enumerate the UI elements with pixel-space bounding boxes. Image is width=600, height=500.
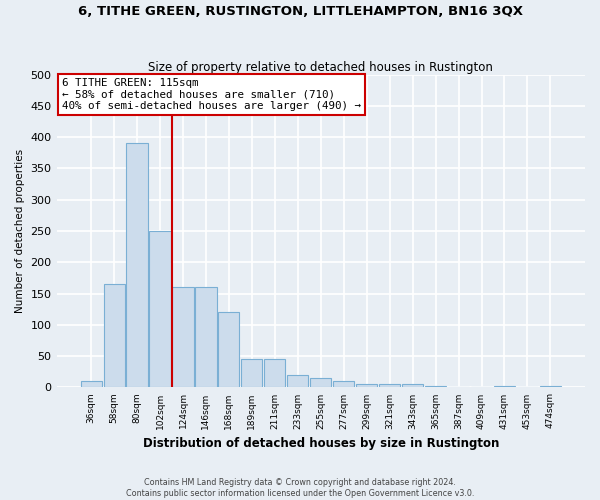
Bar [356,384,377,388]
Title: Size of property relative to detached houses in Rustington: Size of property relative to detached ho… [148,60,493,74]
Bar [127,144,148,388]
Bar [104,284,125,388]
Bar [379,384,400,388]
Text: 6 TITHE GREEN: 115sqm
← 58% of detached houses are smaller (710)
40% of semi-det: 6 TITHE GREEN: 115sqm ← 58% of detached … [62,78,361,111]
Bar [494,386,515,388]
Bar [196,288,217,388]
Bar [80,381,101,388]
Bar [287,375,308,388]
Bar [310,378,331,388]
Bar [241,360,262,388]
Bar [425,386,446,388]
Bar [333,381,354,388]
Text: 6, TITHE GREEN, RUSTINGTON, LITTLEHAMPTON, BN16 3QX: 6, TITHE GREEN, RUSTINGTON, LITTLEHAMPTO… [77,5,523,18]
Bar [540,386,561,388]
Bar [172,288,194,388]
X-axis label: Distribution of detached houses by size in Rustington: Distribution of detached houses by size … [143,437,499,450]
Bar [149,231,170,388]
Bar [218,312,239,388]
Y-axis label: Number of detached properties: Number of detached properties [15,149,25,313]
Text: Contains HM Land Registry data © Crown copyright and database right 2024.
Contai: Contains HM Land Registry data © Crown c… [126,478,474,498]
Bar [402,384,423,388]
Bar [264,360,286,388]
